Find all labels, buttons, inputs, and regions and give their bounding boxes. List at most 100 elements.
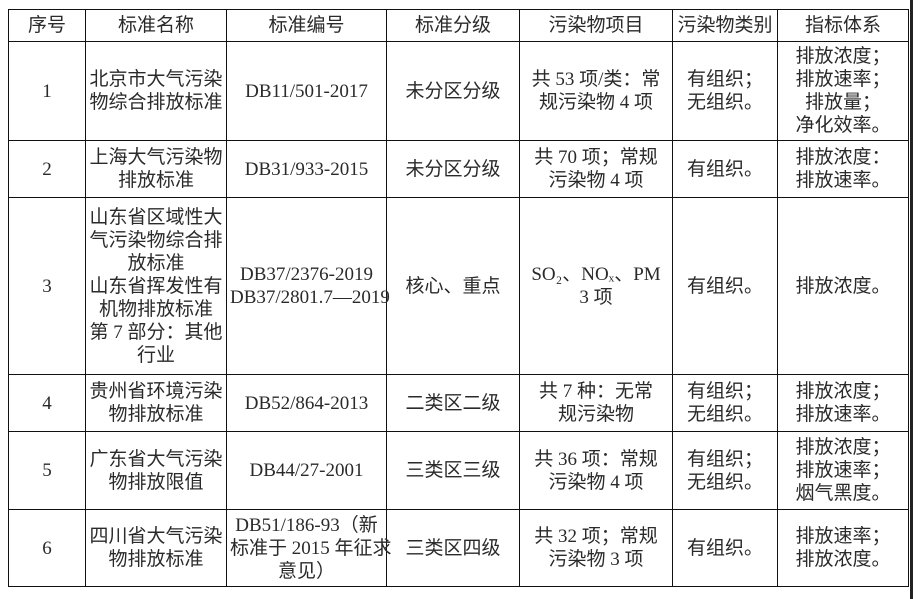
cell-grade: 未分区分级 (386, 140, 520, 198)
cell-pollutant-type: 有组织； 无组织。 (672, 41, 778, 141)
cell-line: 有组织； (686, 69, 763, 90)
cell-pollutant-items: 共 7 种：无常 规污染物 (519, 374, 673, 432)
cell-line: 无组织。 (686, 471, 763, 493)
header-pollutant-items: 污染物项目 (519, 9, 673, 42)
header-pollutant-type: 污染物类别 (672, 9, 778, 42)
cell-line: 意见） (277, 560, 335, 582)
cell-line: 三类区三级 (405, 460, 501, 481)
cell-line: 有组织。 (686, 275, 763, 297)
cell-pollutant-items: 共 32 项；常规 污染物 3 项 (519, 509, 673, 587)
cell-name: 上海大气污染物 排放标准 (85, 140, 227, 198)
cell-grade: 三类区四级 (386, 509, 520, 587)
header-code: 标准编号 (226, 9, 387, 42)
table-row: 4 贵州省环境污染 物排放标准 DB52/864-2013 二类区二级共 7 种：无常规… (8, 374, 909, 432)
cell-line: 共 70 项；常规 (534, 147, 658, 168)
cell-line: 2 (42, 158, 52, 180)
cell-pollutant-items: 共 70 项；常规 污染物 4 项 (519, 140, 673, 198)
table-row: 5 广东省大气污染 物排放限值 DB44/27-2001 三类区三级 共 36 项：常规污… (8, 431, 909, 510)
cell-index: 3 (8, 197, 86, 375)
cell-name: 广东省大气污染 物排放限值 (85, 431, 227, 510)
cell-index: 5 (8, 431, 86, 510)
cell-line: 物排放限值 (108, 471, 204, 493)
cell-indicators: 排放浓度； 排放速率； 烟气黑度。 (777, 431, 909, 510)
cell-line: 物排放标准 (108, 404, 204, 425)
cell-line: 3 项 (579, 287, 613, 308)
cell-line: 排放浓度； (795, 437, 891, 458)
cell-pollutant-type: 有组织； 无组织。 (672, 374, 778, 432)
cell-line: 有组织； (686, 381, 763, 402)
cell-name: 山东省区域性大 气污染物综合排 放标准 山东省挥发性有 机物排放标准第 7 部分：其他行… (85, 197, 227, 375)
cell-line: 物排放标准 (108, 549, 204, 570)
cell-line: 无组织。 (686, 92, 763, 113)
cell-line: 山东省挥发性有 (89, 275, 223, 297)
cell-grade: 二类区二级 (386, 374, 520, 432)
cell-line: 排放速率； (795, 69, 891, 90)
cell-line: 规污染物 (557, 404, 634, 425)
cell-indicators: 排放浓度； 排放速率。 (777, 374, 909, 432)
cell-line: 四川省大气污染 (89, 526, 223, 547)
standards-table: 序号 标准名称 标准编号 标准分级 污染物项目 污染物类别 指标体系 1 北京市大气污染 物综合… (8, 9, 909, 587)
cell-line: 排放浓度； (795, 381, 891, 402)
cell-line: 三类区四级 (405, 537, 501, 559)
cell-line: 核心、重点 (405, 275, 501, 297)
cell-grade: 未分区分级 (386, 41, 520, 141)
table-row: 1 北京市大气污染 物综合排放标准 DB11/501-2017 未分区分级共 53 项/… (8, 41, 909, 141)
cell-line: DB44/27-2001 (249, 460, 364, 481)
cell-grade: 三类区三级 (386, 431, 520, 510)
cell-line: DB37/2801.7—2019 (230, 287, 390, 308)
cell-line: 放标准 (127, 252, 185, 274)
cell-pollutant-type: 有组织。 (672, 140, 778, 198)
cell-line: 排放量； (804, 92, 881, 113)
cell-line: 二类区二级 (405, 392, 501, 414)
cell-line: 排放浓度。 (795, 275, 891, 297)
cell-code: DB31/933-2015 (226, 140, 387, 198)
table-row: 2 上海大气污染物 排放标准 DB31/933-2015 未分区分级共 70 项；常规污… (8, 140, 909, 198)
cell-index: 2 (8, 140, 86, 198)
cell-line: 规污染物 4 项 (538, 92, 653, 113)
cell-line: DB37/2376-2019 (240, 264, 373, 285)
cell-line: 排放浓度： (795, 147, 891, 168)
cell-code: DB51/186-93（新 标准于 2015 年征求 意见） (226, 509, 392, 587)
cell-line: 4 (42, 392, 52, 414)
cell-line: 污染物 4 项 (548, 170, 644, 191)
cell-line: 贵州省环境污染 (89, 381, 223, 402)
cell-line: 上海大气污染物 (89, 147, 223, 168)
cell-line: 共 53 项/类：常 (531, 69, 661, 90)
cell-line: 6 (42, 537, 52, 559)
cell-line: 无组织。 (686, 404, 763, 425)
cell-pollutant-type: 有组织。 (672, 197, 778, 375)
cell-line: 机物排放标准 (98, 298, 213, 320)
cell-pollutant-items: SO₂、NOₓ、PM 3 项 (519, 197, 673, 375)
cell-line: 第 7 部分：其他 (89, 321, 223, 343)
cell-line: 排放速率。 (795, 404, 891, 425)
cell-line: 共 32 项；常规 (534, 526, 658, 547)
cell-line: 排放速率； (795, 526, 891, 547)
cell-indicators: 排放浓度； 排放速率； 排放量； 净化效率。 (777, 41, 909, 141)
cell-line: 标准于 2015 年征求 (230, 537, 392, 559)
header-indicators: 指标体系 (777, 9, 909, 42)
cell-line: SO₂、NOₓ、PM (531, 264, 661, 285)
cell-line: 物综合排放标准 (89, 92, 223, 113)
header-row: 序号 标准名称 标准编号 标准分级 污染物项目 污染物类别 指标体系 (8, 9, 909, 42)
cell-line: 净化效率。 (795, 115, 891, 136)
cell-indicators: 排放浓度。 (777, 197, 909, 375)
cell-index: 1 (8, 41, 86, 141)
cell-line: 北京市大气污染 (89, 69, 223, 90)
cell-indicators: 排放速率； 排放浓度。 (777, 509, 909, 587)
cell-pollutant-items: 共 53 项/类：常 规污染物 4 项 (519, 41, 673, 141)
cell-line: DB31/933-2015 (244, 158, 369, 180)
cell-name: 四川省大气污染 物排放标准 (85, 509, 227, 587)
cell-line: 污染物 4 项 (548, 471, 644, 493)
cell-line: 共 36 项：常规 (534, 448, 658, 470)
cell-code: DB52/864-2013 (226, 374, 387, 432)
cell-grade: 核心、重点 (386, 197, 520, 375)
cell-line: 3 (42, 275, 52, 297)
cell-line: DB11/501-2017 (245, 80, 368, 102)
cell-name: 贵州省环境污染 物排放标准 (85, 374, 227, 432)
cell-line: 有组织； (686, 448, 763, 470)
cell-indicators: 排放浓度： 排放速率。 (777, 140, 909, 198)
cell-line: 1 (42, 80, 52, 102)
cell-code: DB11/501-2017 (226, 41, 387, 141)
cell-index: 6 (8, 509, 86, 587)
header-name: 标准名称 (85, 9, 227, 42)
